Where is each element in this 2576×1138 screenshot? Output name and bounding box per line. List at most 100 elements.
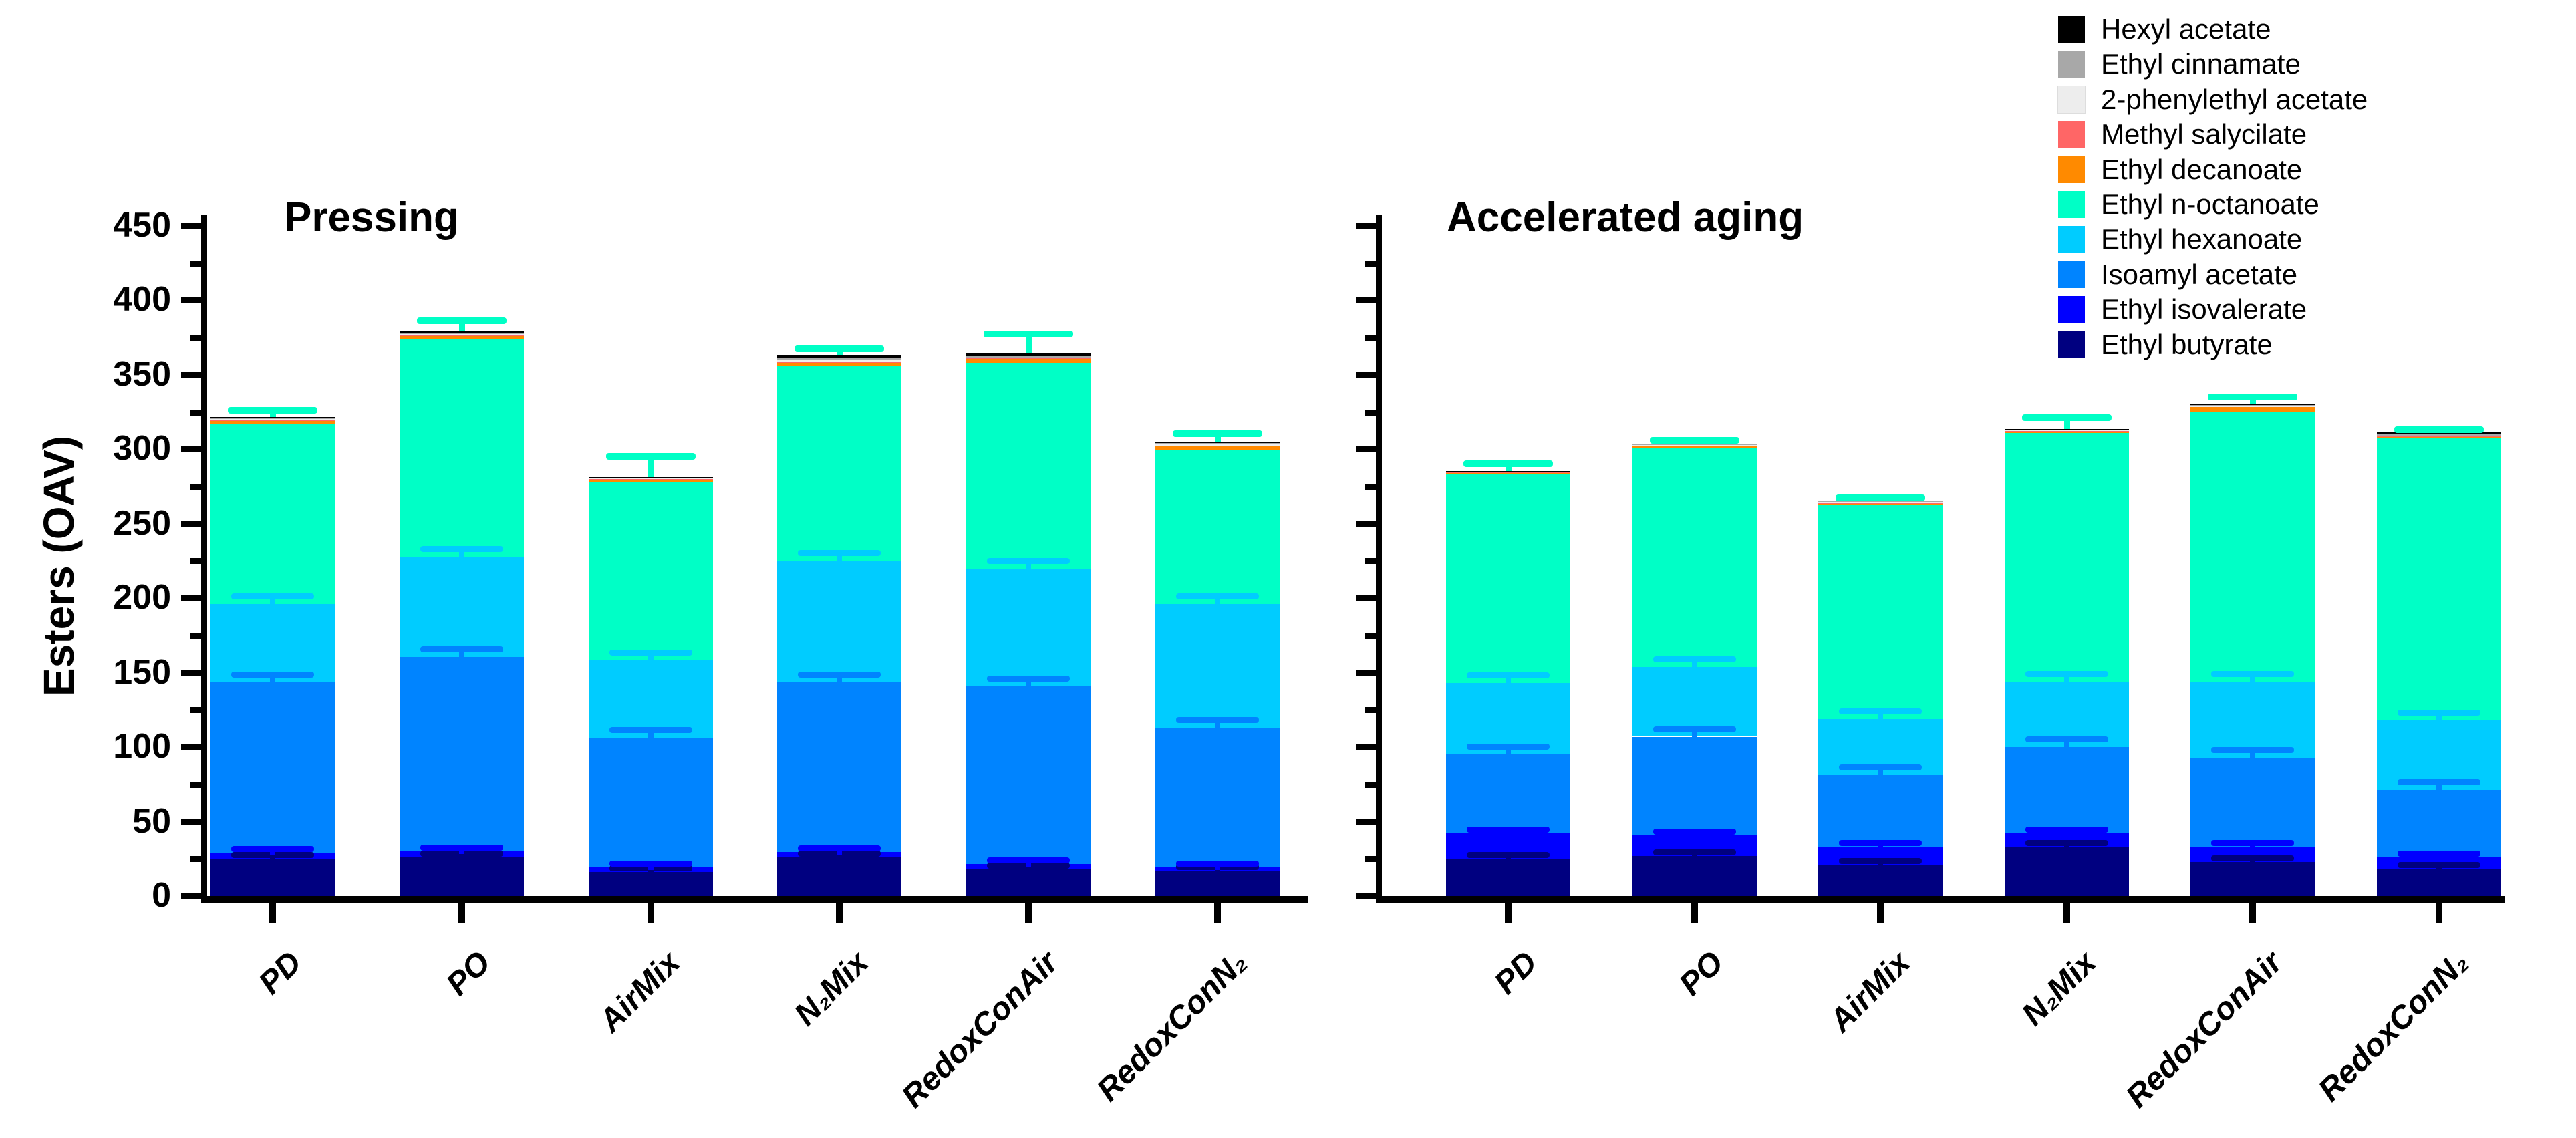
- segment-error-stem: [837, 674, 843, 686]
- total-error-cap: [795, 345, 885, 353]
- segment-error-cap: [420, 845, 503, 851]
- segment-error-cap: [798, 550, 881, 557]
- bar-segment: [966, 869, 1091, 896]
- bar-segment: [966, 686, 1091, 865]
- y-major-tick: [181, 670, 201, 676]
- y-major-tick: [181, 446, 201, 453]
- segment-error-stem: [2063, 843, 2069, 850]
- bar-segment: [1632, 448, 1757, 667]
- bar-segment: [2190, 406, 2315, 408]
- bar-segment: [1632, 855, 1757, 896]
- bar-segment: [399, 556, 524, 658]
- bar-segment: [1818, 865, 1943, 896]
- segment-error-cap: [609, 726, 692, 733]
- bar-segment: [210, 420, 335, 424]
- bar-segment: [2377, 436, 2501, 438]
- total-error-cap: [416, 317, 507, 325]
- total-error-cap: [1173, 430, 1262, 437]
- bar-segment: [1155, 450, 1280, 605]
- bar-segment: [2004, 431, 2129, 432]
- y-tick-label: 50: [132, 801, 171, 841]
- bar-segment: [588, 476, 713, 478]
- segment-error-cap: [1839, 840, 1922, 847]
- bar-segment: [2004, 428, 2129, 430]
- y-major-tick: [1356, 297, 1376, 304]
- y-minor-tick: [1365, 558, 1376, 565]
- segment-error-cap: [231, 671, 314, 678]
- segment-error-cap: [231, 593, 314, 600]
- y-major-tick: [181, 819, 201, 825]
- segment-error-stem: [2063, 829, 2069, 837]
- bar-segment: [210, 416, 335, 418]
- segment-error-cap: [1467, 852, 1550, 859]
- x-tick: [2436, 903, 2442, 923]
- segment-error-stem: [2250, 843, 2256, 850]
- legend-swatch-methyl-salycilate: [2058, 121, 2085, 148]
- total-error-cap: [605, 453, 696, 460]
- bar-segment: [399, 657, 524, 852]
- segment-error-stem: [837, 853, 843, 861]
- bar-segment: [2377, 868, 2501, 896]
- total-error-stem: [458, 321, 465, 331]
- legend-label: Ethyl decanoate: [2101, 153, 2303, 185]
- segment-error-stem: [2063, 739, 2069, 750]
- segment-error-stem: [458, 548, 464, 559]
- y-major-tick: [1356, 446, 1376, 453]
- total-error-stem: [648, 456, 654, 477]
- category-label: RedoxConN₂: [1090, 944, 1254, 1109]
- total-error-cap: [2021, 414, 2112, 422]
- y-minor-tick: [1365, 260, 1376, 267]
- y-minor-tick: [190, 558, 201, 565]
- y-major-tick: [181, 595, 201, 602]
- legend-label: 2-phenylethyl acetate: [2101, 83, 2368, 115]
- segment-error-cap: [1653, 828, 1736, 835]
- y-major-tick: [181, 744, 201, 751]
- y-major-tick: [1356, 893, 1376, 899]
- panel-title-pressing: Pressing: [284, 194, 459, 241]
- y-minor-tick: [190, 335, 201, 341]
- segment-error-stem: [2250, 857, 2256, 865]
- x-tick: [1505, 903, 1512, 923]
- segment-error-stem: [1506, 855, 1511, 862]
- bar-segment: [1632, 666, 1757, 737]
- y-major-tick: [1356, 521, 1376, 527]
- legend-label: Ethyl cinnamate: [2101, 48, 2301, 80]
- bar-segment: [2377, 720, 2501, 790]
- y-minor-tick: [190, 484, 201, 490]
- bar-segment: [1818, 503, 1943, 504]
- bar-segment: [2190, 682, 2315, 758]
- bar-segment: [588, 660, 713, 738]
- total-error-cap: [984, 330, 1074, 337]
- bar-segment: [2004, 431, 2129, 433]
- bar-segment: [777, 857, 902, 896]
- x-tick: [2063, 903, 2070, 923]
- y-minor-tick: [190, 409, 201, 416]
- segment-error-cap: [1176, 860, 1259, 867]
- y-major-tick: [1356, 819, 1376, 825]
- bar-segment: [2377, 789, 2501, 858]
- segment-error-stem: [1691, 728, 1697, 740]
- bar-segment: [1155, 442, 1280, 444]
- bar-segment: [1446, 474, 1570, 684]
- bar-segment: [2190, 404, 2315, 406]
- bar-segment: [399, 330, 524, 334]
- bar-segment: [777, 682, 902, 853]
- bar-segment: [777, 362, 902, 363]
- segment-error-stem: [837, 553, 843, 564]
- panel-title-accelerated-aging: Accelerated aging: [1447, 194, 1804, 241]
- bar-segment: [2004, 430, 2129, 432]
- legend-swatch-ethyl-isovalerate: [2058, 296, 2085, 323]
- segment-error-cap: [987, 857, 1070, 864]
- y-minor-tick: [190, 632, 201, 639]
- segment-error-stem: [648, 729, 654, 740]
- legend-label: Ethyl isovalerate: [2101, 293, 2307, 325]
- legend-label: Hexyl acetate: [2101, 13, 2271, 45]
- segment-error-cap: [2025, 840, 2108, 847]
- segment-error-stem: [1215, 863, 1220, 870]
- segment-error-cap: [1653, 849, 1736, 855]
- bar-segment: [588, 482, 713, 660]
- total-error-cap: [228, 406, 317, 414]
- bar-segment: [1818, 503, 1943, 505]
- bar-segment: [966, 358, 1091, 359]
